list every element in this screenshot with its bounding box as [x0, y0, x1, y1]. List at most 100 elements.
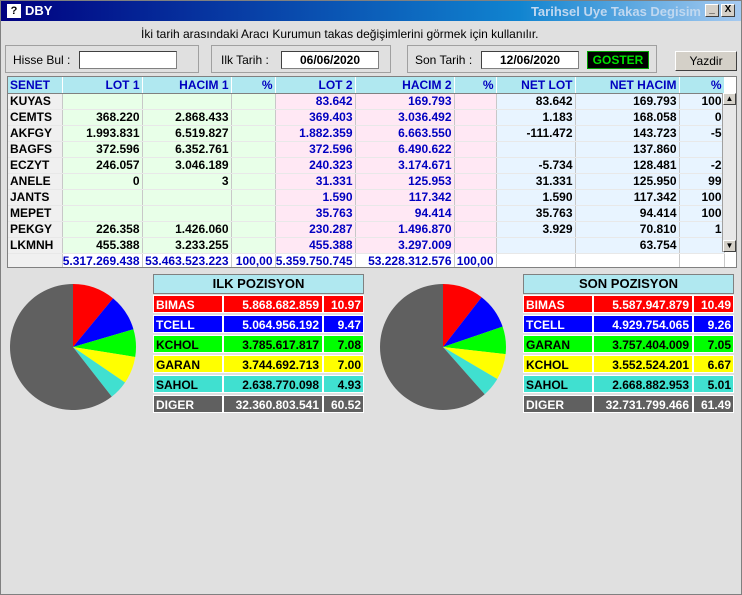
table-cell	[496, 237, 576, 254]
table-cell: 0	[62, 173, 143, 190]
table-cell: 100	[679, 93, 725, 110]
table-cell: 117.342	[575, 189, 680, 206]
pie-slice-garan	[73, 347, 136, 383]
table-row[interactable]: ANELE 0 3 31.331 125.953 31.331 125.950 99	[8, 173, 725, 190]
table-cell: 35.763	[496, 205, 576, 222]
table-cell	[62, 189, 143, 206]
scroll-down-arrow-icon[interactable]: ▼	[723, 240, 736, 252]
column-header-0[interactable]: SENET	[8, 77, 63, 94]
pie-slice-sahol	[73, 347, 126, 397]
table-cell: 6.352.761	[142, 141, 232, 158]
son-tarih-input[interactable]: 12/06/2020	[481, 51, 579, 69]
position-value: 2.638.770.098	[223, 375, 323, 393]
scroll-up-arrow-icon[interactable]: ▲	[723, 93, 736, 105]
window-title: DBY	[25, 3, 53, 18]
column-header-4[interactable]: LOT 2	[275, 77, 356, 94]
position-value: 3.552.524.201	[593, 355, 693, 373]
table-cell	[142, 93, 232, 110]
position-row: BIMAS 5.868.682.859 10.97	[153, 295, 364, 314]
hisse-label: Hisse Bul :	[13, 53, 71, 67]
hisse-search-input[interactable]	[79, 51, 177, 69]
pie-slice-bimas	[73, 284, 114, 347]
table-cell: 0	[679, 109, 725, 126]
position-name: BIMAS	[523, 295, 593, 313]
help-text: İki tarih arasındaki Aracı Kurumun takas…	[141, 27, 539, 41]
table-row[interactable]: PEKGY 226.358 1.426.060 230.287 1.496.870 3.9…	[8, 221, 725, 238]
column-header-3[interactable]: %	[231, 77, 276, 94]
column-header-1[interactable]: LOT 1	[62, 77, 143, 94]
pie-slice-kchol	[443, 347, 506, 380]
ilk-tarih-input[interactable]: 06/06/2020	[281, 51, 379, 69]
column-header-8[interactable]: NET HACIM	[575, 77, 680, 94]
grid-vertical-scrollbar[interactable]: ▲ ▼	[722, 93, 736, 252]
table-cell	[454, 93, 497, 110]
table-cell	[62, 93, 143, 110]
position-percent: 4.93	[323, 375, 364, 393]
table-row[interactable]: LKMNH 455.388 3.233.255 455.388 3.297.009 63.…	[8, 237, 725, 254]
table-cell	[142, 189, 232, 206]
pie-slice-garan	[443, 326, 506, 355]
total-cell	[496, 253, 576, 267]
table-cell: 368.220	[62, 109, 143, 126]
takas-grid[interactable]: SENET LOT 1 HACIM 1% LOT 2 HACIM 2% NET LOT NE…	[7, 76, 737, 268]
table-cell: 137.860	[575, 141, 680, 158]
position-value: 2.668.882.953	[593, 375, 693, 393]
pie-slice-kchol	[73, 329, 136, 357]
table-cell: 70.810	[575, 221, 680, 238]
minimize-button[interactable]: _	[705, 4, 719, 17]
table-cell: 226.358	[62, 221, 143, 238]
table-cell	[454, 141, 497, 158]
ilk-tarih-label: Ilk Tarih :	[221, 53, 269, 67]
close-button[interactable]: X	[721, 4, 735, 17]
table-row[interactable]: ECZYT 246.057 3.046.189 240.323 3.174.671 -5.…	[8, 157, 725, 174]
title-bar[interactable]: ? DBY Tarihsel Uye Takas Degisim _ X	[1, 1, 741, 21]
table-cell: JANTS	[8, 189, 63, 206]
table-row[interactable]: KUYAS 83.642 169.793 83.642 169.793 100	[8, 93, 725, 110]
table-cell: 117.342	[355, 189, 455, 206]
table-cell	[231, 157, 276, 174]
table-cell: 1.183	[496, 109, 576, 126]
position-percent: 7.05	[693, 335, 734, 353]
table-cell	[231, 125, 276, 142]
table-cell: 3	[142, 173, 232, 190]
position-value: 3.785.617.817	[223, 335, 323, 353]
table-row[interactable]: AKFGY 1.993.831 6.519.827 1.882.359 6.663.55…	[8, 125, 725, 142]
table-row[interactable]: BAGFS 372.596 6.352.761 372.596 6.490.622 137…	[8, 141, 725, 158]
table-cell: 2.868.433	[142, 109, 232, 126]
table-cell: PEKGY	[8, 221, 63, 238]
table-cell: 31.331	[496, 173, 576, 190]
takas-table: SENET LOT 1 HACIM 1% LOT 2 HACIM 2% NET LOT NE…	[8, 77, 725, 267]
goster-button[interactable]: GOSTER	[587, 51, 649, 69]
total-cell: 53.463.523.223	[142, 253, 232, 267]
table-cell	[231, 189, 276, 206]
yazdir-button[interactable]: Yazdir	[675, 51, 737, 71]
table-cell: -5	[679, 125, 725, 142]
table-row[interactable]: CEMTS 368.220 2.868.433 369.403 3.036.492 1.1…	[8, 109, 725, 126]
table-cell: 455.388	[62, 237, 143, 254]
column-header-2[interactable]: HACIM 1	[142, 77, 232, 94]
table-cell	[231, 205, 276, 222]
table-cell	[454, 221, 497, 238]
column-header-5[interactable]: HACIM 2	[355, 77, 455, 94]
table-cell: 125.953	[355, 173, 455, 190]
position-name: DIGER	[153, 395, 223, 413]
table-row[interactable]: JANTS 1.590 117.342 1.590 117.342 100	[8, 189, 725, 206]
son-tarih-label: Son Tarih :	[415, 53, 473, 67]
table-cell: 169.793	[355, 93, 455, 110]
total-cell: 100,00	[231, 253, 276, 267]
table-cell: LKMNH	[8, 237, 63, 254]
column-header-7[interactable]: NET LOT	[496, 77, 576, 94]
table-cell: 1.590	[496, 189, 576, 206]
pie-slice-sahol	[443, 347, 498, 395]
column-header-6[interactable]: %	[454, 77, 497, 94]
position-value: 5.868.682.859	[223, 295, 323, 313]
table-cell: 35.763	[275, 205, 356, 222]
app-help-icon[interactable]: ?	[7, 4, 21, 18]
table-cell: 369.403	[275, 109, 356, 126]
table-cell: 128.481	[575, 157, 680, 174]
table-row[interactable]: MEPET 35.763 94.414 35.763 94.414 100	[8, 205, 725, 222]
column-header-9[interactable]: %	[679, 77, 725, 94]
position-value: 5.587.947.879	[593, 295, 693, 313]
position-name: KCHOL	[153, 335, 223, 353]
table-cell	[496, 141, 576, 158]
